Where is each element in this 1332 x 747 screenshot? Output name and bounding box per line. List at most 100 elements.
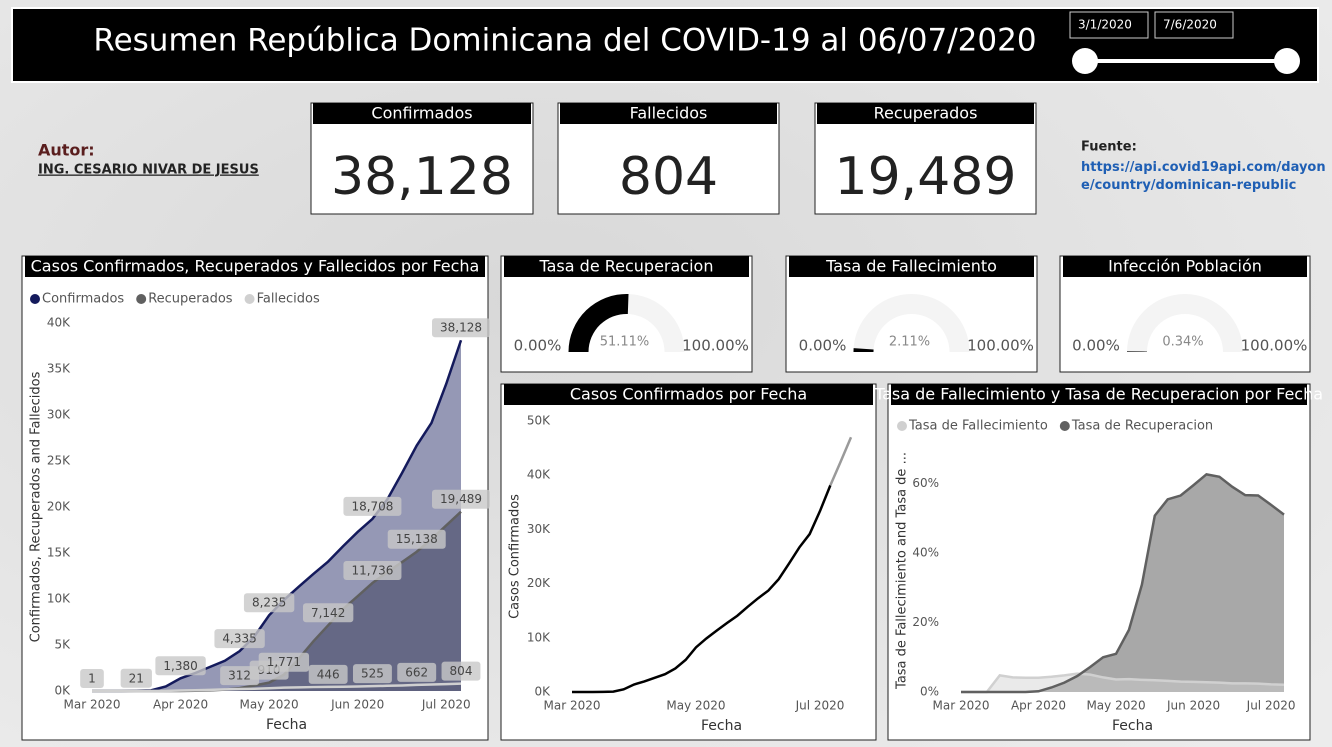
legend-swatch: [30, 294, 40, 304]
data-label: 11,736: [343, 561, 402, 581]
y-tick-label: 10K: [527, 630, 551, 644]
line: [961, 473, 1285, 694]
panel-title-bar: [25, 256, 485, 277]
data-label-box: [120, 668, 152, 688]
slider-handle-start[interactable]: [1072, 48, 1098, 74]
line: [961, 672, 1285, 694]
panel-title: Recuperados: [874, 104, 978, 123]
y-axis-title: Tasa de Fallecimiento and Tasa de ...: [895, 452, 910, 690]
gauge-min: 0.00%: [1072, 337, 1120, 355]
legend-swatch: [244, 294, 255, 304]
data-label: 8,235: [243, 593, 295, 613]
y-axis-title: Casos Confirmados: [508, 494, 523, 619]
line: [829, 436, 853, 486]
date-start[interactable]: 3/1/2020: [1078, 18, 1132, 32]
area: [961, 474, 1284, 692]
legend-swatch: [897, 421, 907, 431]
panel-title: Casos Confirmados, Recuperados y Falleci…: [31, 257, 480, 276]
data-label: 7,142: [302, 603, 354, 623]
source-url[interactable]: https://api.covid19api.com/dayon e/countr…: [1081, 160, 1326, 193]
area: [92, 511, 461, 691]
data-label-text: 21: [129, 671, 144, 685]
data-label-text: 15,138: [396, 532, 438, 546]
legend-swatch: [136, 294, 147, 304]
y-tick-label: 20K: [47, 500, 71, 514]
data-label: 21: [120, 668, 152, 688]
data-label-text: 446: [317, 667, 340, 681]
card-value: 19,489: [835, 147, 1017, 207]
x-tick-label: Apr 2020: [153, 698, 208, 712]
data-label: 446: [308, 664, 348, 684]
gauge-min: 0.00%: [514, 337, 562, 355]
legend-label: Confirmados: [42, 292, 124, 307]
y-axis-title: Confirmados, Recuperados and Fallecidos: [29, 371, 44, 642]
data-label: 18,708: [343, 496, 402, 516]
card-value: 38,128: [331, 147, 513, 207]
data-label-box: [155, 656, 206, 676]
panel-title-bar: [1063, 256, 1307, 277]
data-label: 1: [80, 668, 104, 688]
data-label-text: 8,235: [252, 596, 286, 610]
y-tick-label: 30K: [527, 522, 551, 536]
panel-title: Tasa de Fallecimiento y Tasa de Recupera…: [874, 385, 1323, 404]
y-tick-label: 10K: [47, 592, 71, 606]
x-tick-label: Mar 2020: [64, 698, 121, 712]
x-tick-label: Jul 2020: [1246, 699, 1296, 713]
data-label-text: 804: [450, 664, 473, 678]
data-label-text: 11,736: [351, 564, 393, 578]
data-label: 38,128: [432, 318, 490, 338]
data-label-box: [214, 629, 265, 649]
data-label-text: 38,128: [440, 321, 482, 335]
data-label-text: 662: [405, 665, 428, 679]
gauge-track: [1127, 294, 1243, 352]
panel-title: Fallecidos: [630, 104, 708, 123]
y-tick-label: 0K: [54, 684, 71, 698]
author-name: ING. CESARIO NIVAR DE JESUS: [38, 163, 259, 178]
gauge-value: [853, 348, 874, 352]
data-label-text: 7,142: [311, 606, 345, 620]
gauge-track: [853, 294, 970, 352]
data-label-box: [397, 662, 437, 682]
gauge-max: 100.00%: [1241, 337, 1308, 355]
x-tick-label: Apr 2020: [1011, 699, 1066, 713]
data-label: 662: [397, 662, 437, 682]
date-end-box[interactable]: [1154, 11, 1234, 39]
panel-title-bar: [560, 103, 777, 124]
source-label: Fuente:: [1081, 140, 1137, 155]
y-tick-label: 15K: [47, 546, 71, 560]
x-axis-title: Fecha: [701, 718, 742, 734]
panel-title: Tasa de Recuperacion: [539, 257, 714, 276]
gauge-max: 100.00%: [682, 337, 749, 355]
legend-swatch: [1059, 421, 1070, 431]
slider-handle-end[interactable]: [1274, 48, 1300, 74]
data-label-text: 1,380: [163, 659, 197, 673]
x-tick-label: Jul 2020: [421, 698, 471, 712]
date-end[interactable]: 7/6/2020: [1163, 18, 1217, 32]
panel-title: Tasa de Fallecimiento: [825, 257, 997, 276]
data-label-text: 1: [88, 671, 96, 685]
date-start-box[interactable]: [1069, 11, 1149, 39]
panel-title-bar: [891, 384, 1307, 405]
data-label-text: 19,489: [440, 492, 482, 506]
y-tick-label: 20%: [912, 615, 939, 629]
card-value: 804: [619, 147, 718, 207]
data-label: 1,380: [155, 656, 206, 676]
x-axis-title: Fecha: [266, 717, 307, 733]
legend-label: Recuperados: [148, 292, 233, 307]
x-tick-label: Jun 2020: [330, 698, 384, 712]
data-label-box: [308, 664, 348, 684]
y-tick-label: 5K: [54, 638, 71, 652]
data-label-box: [343, 561, 402, 581]
panel-title-bar: [789, 256, 1034, 277]
data-label-text: 312: [228, 669, 251, 683]
panel-title-bar: [504, 256, 749, 277]
data-label-text: 18,708: [351, 499, 393, 513]
gauge-label: 2.11%: [889, 335, 930, 350]
data-label: 1,771: [258, 652, 310, 672]
data-label-box: [302, 603, 354, 623]
data-label: 525: [352, 664, 392, 684]
data-label: 804: [441, 661, 481, 681]
data-label: 312: [220, 666, 260, 686]
gauge-max: 100.00%: [967, 337, 1034, 355]
